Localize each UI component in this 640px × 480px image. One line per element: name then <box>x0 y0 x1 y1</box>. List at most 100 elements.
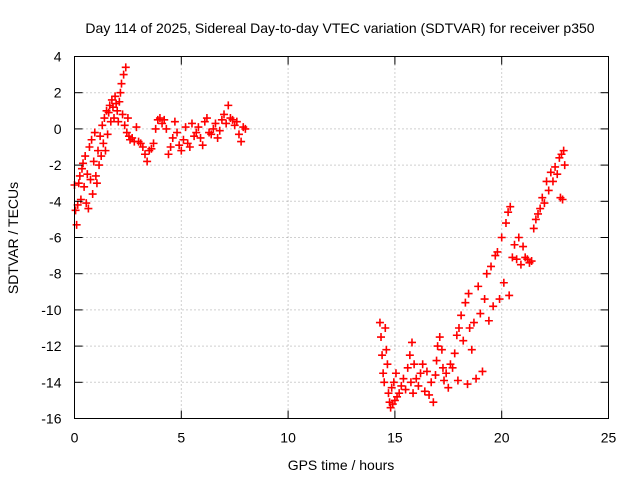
data-point-marker <box>84 204 93 213</box>
data-point-marker <box>429 398 438 407</box>
data-point-marker <box>118 110 127 119</box>
x-tick-label: 5 <box>177 430 185 446</box>
data-point-marker <box>202 114 211 123</box>
data-point-marker <box>380 378 389 387</box>
data-point-marker <box>383 360 392 369</box>
data-point-marker <box>497 233 506 242</box>
data-point-marker <box>87 135 96 144</box>
data-point-marker <box>465 324 474 332</box>
data-point-marker <box>211 119 220 128</box>
data-point-marker <box>459 336 468 345</box>
data-point-marker <box>540 199 549 208</box>
data-point-marker <box>187 119 196 128</box>
data-point-marker <box>215 126 224 135</box>
x-tick-label: 15 <box>387 430 403 446</box>
data-point-marker <box>93 146 102 155</box>
data-point-marker <box>546 168 555 177</box>
data-point-marker <box>237 137 246 146</box>
data-point-marker <box>499 278 508 287</box>
data-point-marker <box>80 182 89 191</box>
x-tick-label: 20 <box>494 430 510 446</box>
data-point-marker <box>228 115 237 124</box>
data-point-marker <box>140 150 149 159</box>
data-point-marker <box>480 295 489 304</box>
data-point-marker <box>173 128 182 137</box>
data-point-marker <box>387 383 396 392</box>
y-axis-label: SDTVAR / TECUs <box>5 182 21 294</box>
data-point-marker <box>77 164 86 173</box>
data-point-marker <box>79 159 88 168</box>
data-point-marker <box>405 351 414 360</box>
data-point-marker <box>116 88 125 97</box>
data-point-marker <box>217 115 226 124</box>
data-point-marker <box>501 219 510 228</box>
data-point-marker <box>409 389 418 398</box>
data-point-marker <box>98 121 107 130</box>
data-point-marker <box>155 114 164 123</box>
data-point-marker <box>444 383 453 392</box>
data-point-marker <box>551 162 560 171</box>
data-point-marker <box>213 133 222 142</box>
data-point-marker <box>484 316 493 325</box>
data-point-marker <box>463 380 472 389</box>
data-point-marker <box>476 309 485 318</box>
x-tick-label: 10 <box>280 430 296 446</box>
data-point-marker <box>474 282 483 291</box>
data-point-marker <box>220 110 229 119</box>
data-point-marker <box>83 170 92 179</box>
y-tick-label: -6 <box>49 230 62 246</box>
data-point-marker <box>416 369 425 378</box>
data-point-marker <box>82 199 91 208</box>
data-point-marker <box>175 141 184 150</box>
data-point-marker <box>177 146 186 155</box>
y-tick-label: -4 <box>49 193 62 209</box>
y-tick-label: 4 <box>54 49 62 65</box>
data-point-marker <box>113 106 122 115</box>
y-tick-label: -14 <box>41 374 61 390</box>
data-point-marker <box>433 342 442 351</box>
data-point-marker <box>162 124 171 133</box>
data-point-marker <box>117 79 126 88</box>
data-point-marker <box>450 349 459 358</box>
y-tick-label: 2 <box>54 85 62 101</box>
data-point-marker <box>375 318 384 327</box>
data-point-marker <box>478 367 487 376</box>
x-axis-label: GPS time / hours <box>288 457 395 473</box>
data-point-marker <box>381 324 390 332</box>
data-point-marker <box>469 318 478 327</box>
data-point-marker <box>418 360 427 369</box>
data-point-marker <box>548 177 557 186</box>
data-point-marker <box>224 101 233 110</box>
data-point-marker <box>401 385 410 394</box>
data-point-marker <box>440 376 449 385</box>
y-tick-labels: -16 -14 -12 -10 -8 -6 -4 -2 0 2 4 <box>41 49 61 427</box>
data-point-marker <box>166 143 175 151</box>
y-tick-label: -2 <box>49 157 62 173</box>
data-point-marker <box>431 371 440 380</box>
data-point-marker <box>461 298 470 307</box>
data-point-marker <box>384 389 393 398</box>
data-point-marker <box>76 195 85 204</box>
data-point-marker <box>181 123 190 132</box>
data-point-marker <box>119 70 128 79</box>
data-point-marker <box>120 121 129 130</box>
data-point-marker <box>88 190 97 199</box>
data-point-marker <box>100 114 109 123</box>
data-point-marker <box>519 242 528 251</box>
data-point-marker <box>241 124 250 133</box>
data-point-marker <box>406 378 415 387</box>
data-point-marker <box>464 289 473 298</box>
data-point-marker <box>97 152 106 161</box>
data-point-marker <box>389 378 398 387</box>
data-series-sdtvar <box>70 63 569 412</box>
data-point-marker <box>101 146 110 155</box>
data-point-marker <box>377 333 386 342</box>
data-point-marker <box>160 115 169 124</box>
data-point-marker <box>114 117 123 126</box>
data-point-marker <box>110 114 119 123</box>
data-point-marker <box>179 135 188 144</box>
x-tick-label: 25 <box>601 430 617 446</box>
data-point-marker <box>72 220 81 229</box>
data-point-marker <box>96 132 105 141</box>
